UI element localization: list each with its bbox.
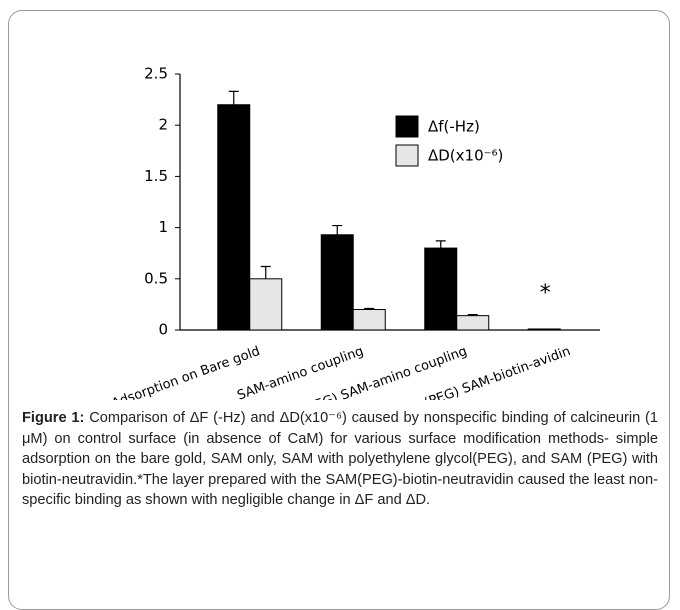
- caption-label: Figure 1:: [22, 410, 85, 426]
- y-tick-label: 1: [158, 218, 168, 236]
- caption-text: Comparison of ΔF (-Hz) and ΔD(x10⁻⁶) cau…: [22, 410, 658, 508]
- bar: [424, 247, 458, 331]
- error-bar: [435, 240, 446, 249]
- y-tick-label: 0: [158, 321, 168, 339]
- legend-swatch: [395, 144, 419, 167]
- error-bar: [364, 307, 375, 310]
- legend-swatch: [395, 115, 419, 138]
- bar: [320, 234, 354, 331]
- bar: [217, 104, 251, 331]
- bar: [352, 309, 386, 331]
- caption: Figure 1: Comparison of ΔF (-Hz) and ΔD(…: [22, 408, 658, 511]
- legend-label: Δf(-Hz): [428, 118, 480, 136]
- bar: [456, 315, 490, 331]
- legend-label: ΔD(x10⁻⁶): [428, 147, 503, 165]
- error-bar: [228, 90, 239, 105]
- page: 0 0.5 1 1.5 2 2.5 Adsorption on Bare gold SAM-a…: [8, 10, 670, 610]
- bar: [249, 278, 283, 331]
- y-tick-label: 2: [158, 116, 168, 134]
- y-tick-label: 1.5: [144, 167, 168, 185]
- bar: [527, 328, 561, 331]
- error-bar: [332, 224, 343, 235]
- y-tick-label: 2.5: [144, 65, 168, 83]
- error-bar: [467, 314, 478, 316]
- y-tick-label: 0.5: [144, 269, 168, 287]
- annotation: *: [540, 281, 551, 306]
- error-bar: [260, 265, 271, 279]
